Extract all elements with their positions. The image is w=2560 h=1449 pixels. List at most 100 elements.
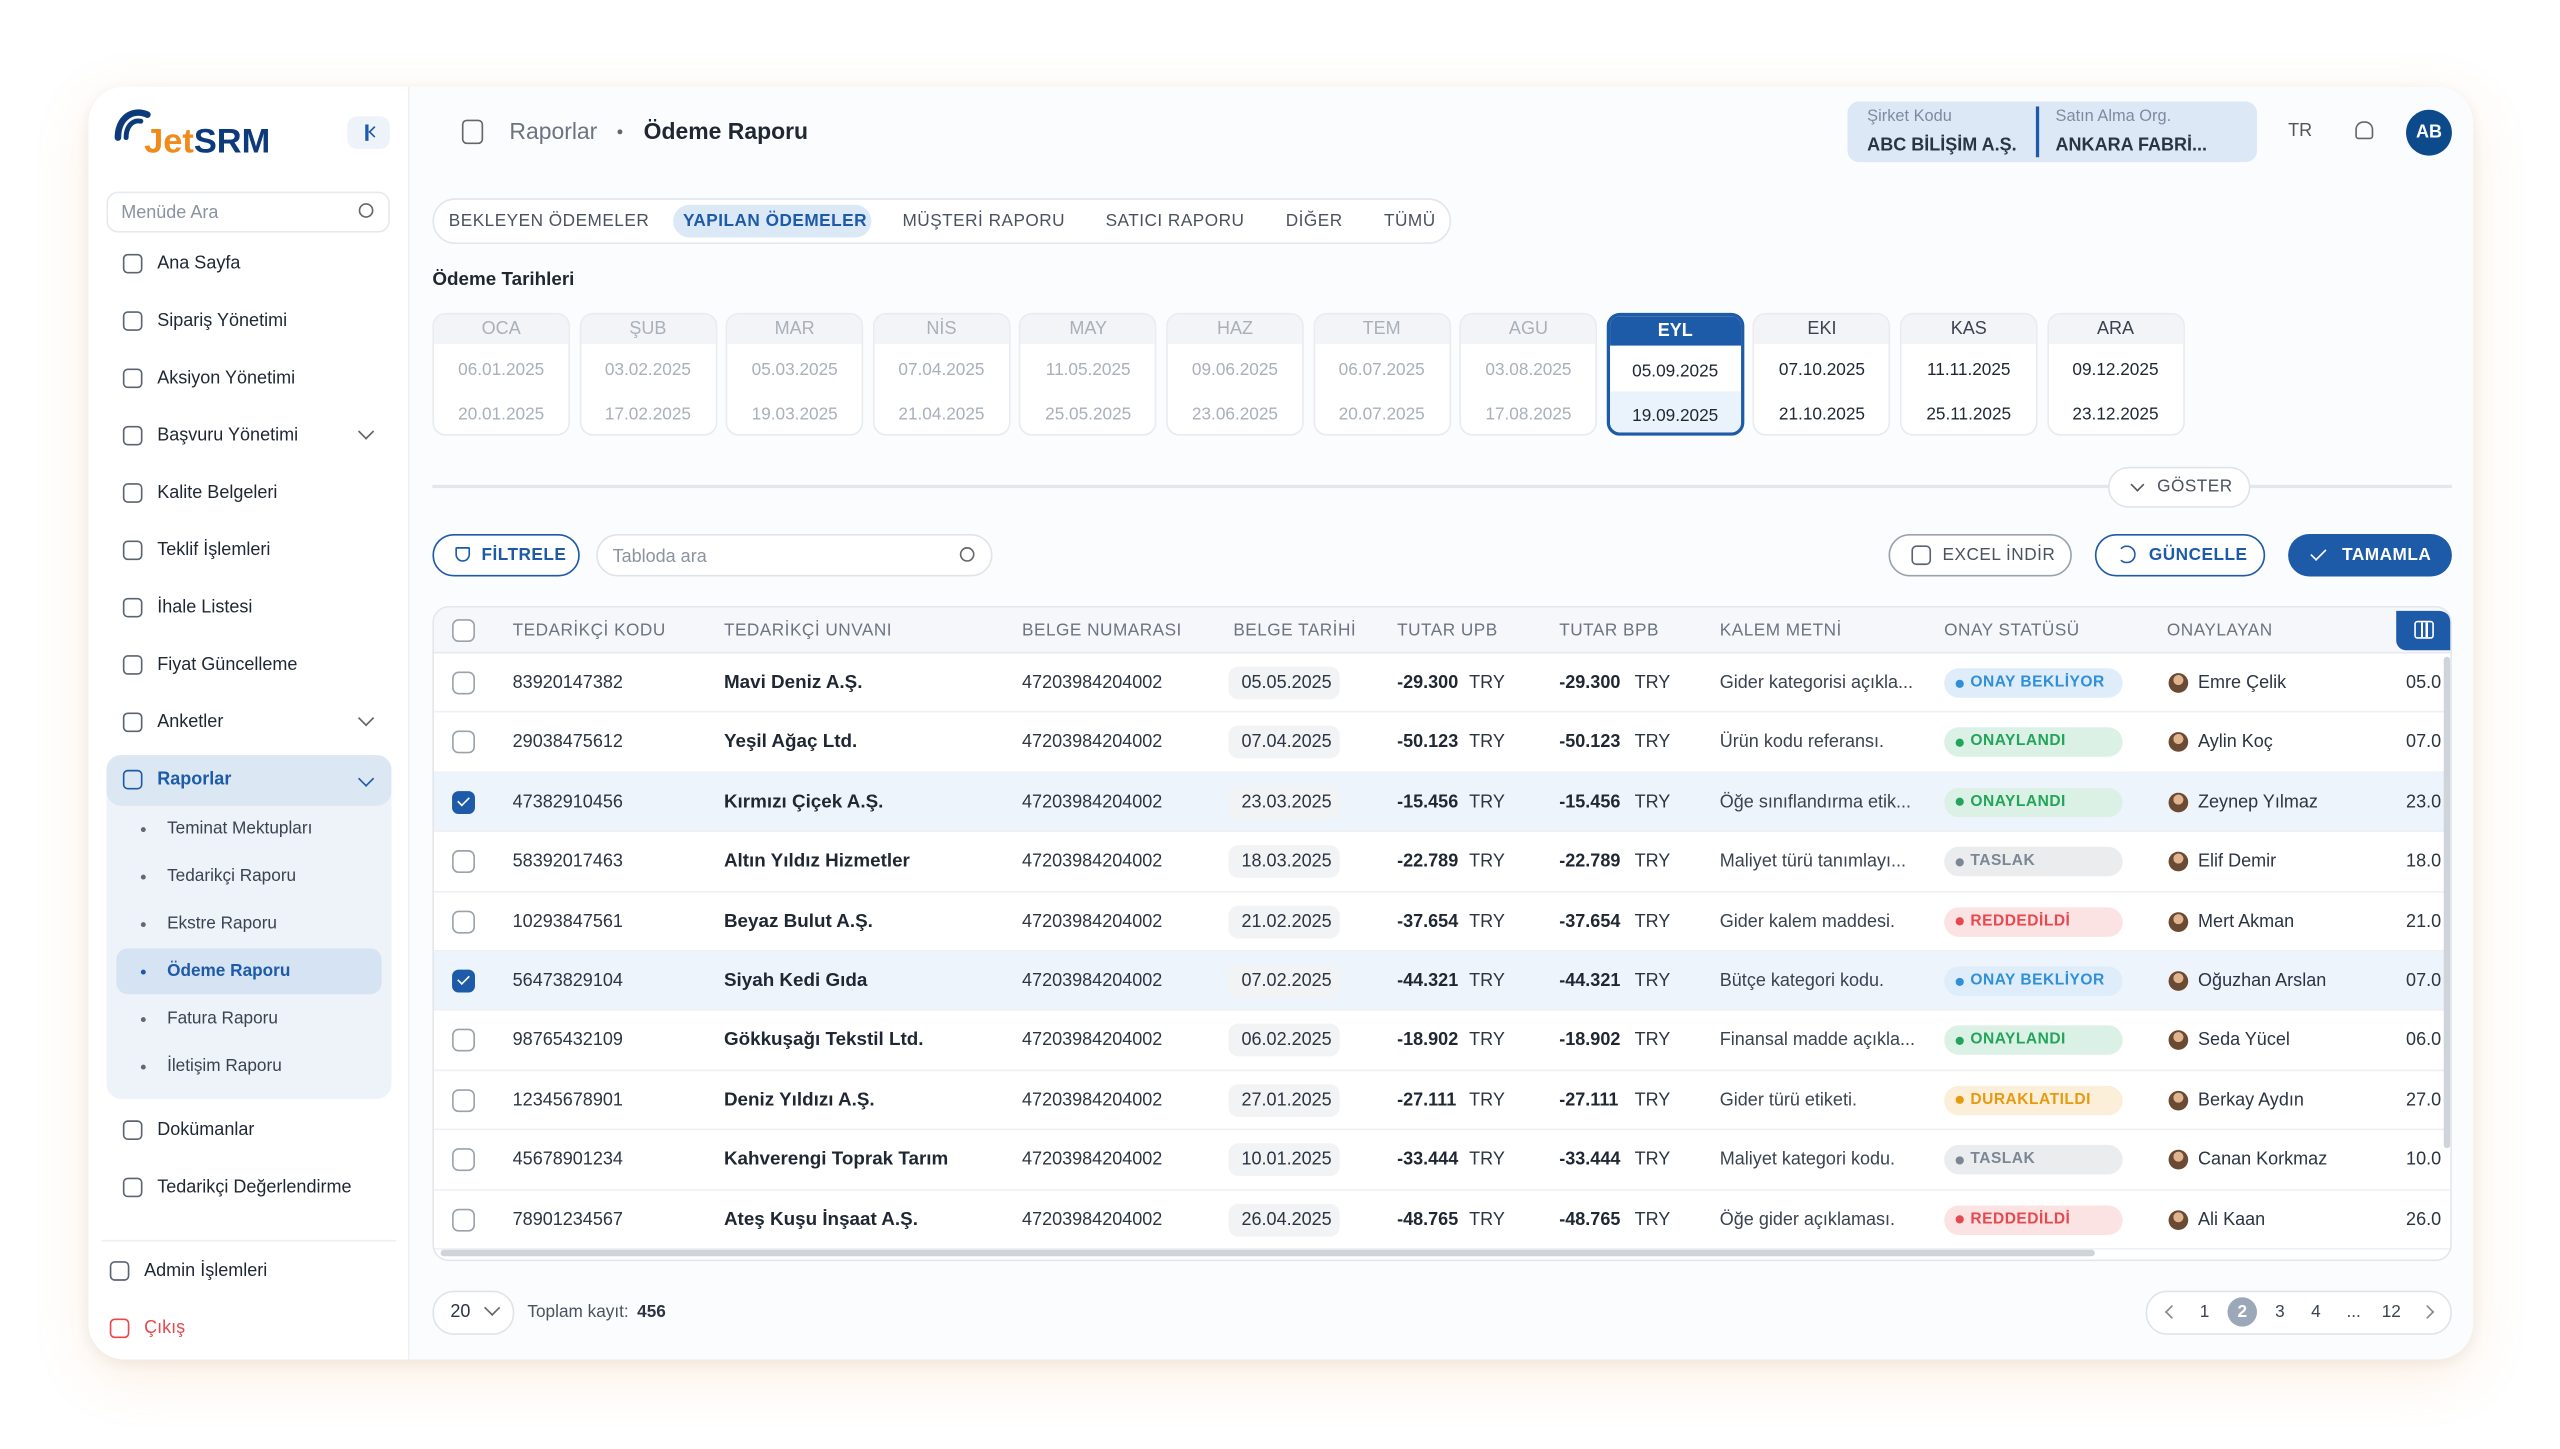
show-button[interactable] <box>2107 466 2251 508</box>
checkbox[interactable] <box>452 671 475 695</box>
breadcrumb-icon <box>461 119 484 145</box>
page-button[interactable]: 2 <box>2227 1297 2257 1327</box>
menu-item[interactable]: Tedarikçi Değerlendirme <box>157 1177 352 1198</box>
tab[interactable]: DİĞER <box>1285 211 1343 231</box>
table-row[interactable]: 58392017463 Altın Yıldız Hizmetler 4720398… <box>434 832 2451 892</box>
pagination <box>2145 1290 2452 1335</box>
table-search[interactable]: Tabloda ara <box>596 533 993 577</box>
checkbox[interactable] <box>452 731 475 755</box>
table-row[interactable]: 45678901234 Kahverengi Toprak Tarım 472039… <box>434 1130 2451 1191</box>
filter-button[interactable] <box>432 533 580 577</box>
vertical-scrollbar[interactable] <box>2443 656 2451 1149</box>
collapse-button[interactable] <box>347 116 390 150</box>
page-size-select[interactable] <box>432 1290 515 1335</box>
month-card[interactable]: EKI 07.10.2025 21.10.2025 <box>1753 312 1891 436</box>
submenu-item[interactable]: Ekstre Raporu <box>167 913 278 934</box>
table-row[interactable]: 98765432109 Gökkuşağı Tekstil Ltd. 4720398… <box>434 1011 2451 1071</box>
submenu-item[interactable]: İletişim Raporu <box>167 1056 282 1077</box>
column-header: ONAY STATÜSÜ <box>1944 620 2080 641</box>
page-button[interactable]: 3 <box>2275 1302 2285 1322</box>
table-row[interactable]: 10293847561 Beyaz Bulut A.Ş. 4720398420400… <box>434 892 2451 952</box>
month-card[interactable]: HAZ 09.06.2025 23.06.2025 <box>1166 312 1304 436</box>
menu-item[interactable]: Fiyat Güncelleme <box>157 655 298 675</box>
date-pill <box>1228 964 1340 998</box>
supplier-code: 83920147382 <box>512 673 623 693</box>
month-card[interactable]: MAY 11.05.2025 25.05.2025 <box>1019 312 1157 436</box>
language[interactable]: TR <box>2288 121 2313 141</box>
horizontal-scrollbar[interactable] <box>440 1249 2095 1257</box>
company-box[interactable] <box>1847 101 2257 163</box>
currency-upb: TRY <box>1469 1150 1505 1170</box>
company-value: ABC BİLİŞİM A.Ş. <box>1867 135 2017 156</box>
page-button[interactable]: 1 <box>2199 1302 2210 1322</box>
checkbox[interactable] <box>452 850 475 874</box>
tab[interactable]: BEKLEYEN ÖDEMELER <box>448 211 650 231</box>
line-text: Finansal madde açıkla... <box>1719 1030 1916 1051</box>
submenu-item[interactable]: Ödeme Raporu <box>167 961 291 982</box>
month-card[interactable]: AGU 03.08.2025 17.08.2025 <box>1459 312 1598 436</box>
table-row[interactable]: 78901234567 Ateş Kuşu İnşaat A.Ş. 47203984… <box>434 1190 2451 1250</box>
month-card[interactable]: NİS 07.04.2025 21.04.2025 <box>872 312 1011 436</box>
month-date: 06.01.2025 <box>458 360 545 380</box>
table-row[interactable]: 12345678901 Deniz Yıldızı A.Ş. 47203984204… <box>434 1071 2451 1131</box>
menu-item[interactable]: Kalite Belgeleri <box>157 483 278 503</box>
excel-button[interactable] <box>1888 533 2072 577</box>
menu-item[interactable]: Teklif İşlemleri <box>157 540 271 561</box>
bottom-menu-item[interactable]: Çıkış <box>144 1318 186 1339</box>
table-row[interactable]: 56473829104 Siyah Kedi Gıda 47203984204002… <box>434 951 2451 1012</box>
bottom-menu-item[interactable]: Admin İşlemleri <box>144 1261 268 1281</box>
table-row[interactable]: 83920147382 Mavi Deniz A.Ş. 47203984204002… <box>434 654 2451 714</box>
month-card[interactable]: EYL 05.09.2025 19.09.2025 <box>1606 312 1745 436</box>
menu-item[interactable]: Raporlar <box>157 769 232 790</box>
month-header: KAS <box>1901 314 2036 344</box>
checkbox[interactable] <box>452 969 475 993</box>
page-button[interactable]: 4 <box>2311 1302 2321 1322</box>
checkbox[interactable] <box>452 1029 475 1053</box>
submenu-item[interactable]: Tedarikçi Raporu <box>167 866 297 887</box>
currency-bpb: TRY <box>1634 1150 1671 1170</box>
menu-search[interactable]: Menüde Ara <box>106 191 390 233</box>
line-text: Öğe gider açıklaması. <box>1719 1209 1896 1230</box>
avatar[interactable]: AB <box>2406 109 2452 156</box>
document-date: 21.02.2025 <box>1241 911 1332 932</box>
checkbox[interactable] <box>452 1208 475 1232</box>
checkbox[interactable] <box>452 909 475 933</box>
page-button[interactable]: ... <box>2346 1302 2361 1322</box>
menu-item-active[interactable] <box>106 755 392 806</box>
menu-item[interactable]: Başvuru Yönetimi <box>157 425 299 446</box>
table-row[interactable]: 47382910456 Kırmızı Çiçek A.Ş. 47203984204… <box>434 772 2451 833</box>
amount-upb: -22.789 <box>1397 852 1459 872</box>
tab[interactable]: MÜŞTERİ RAPORU <box>902 211 1066 231</box>
breadcrumb-parent[interactable]: Raporlar <box>509 117 598 145</box>
month-card[interactable]: ARA 09.12.2025 23.12.2025 <box>2046 312 2185 436</box>
table: TEDARİKÇİ KODU TEDARİKÇİ UNVANI BELGE NUMA… <box>432 606 2452 1262</box>
checkbox[interactable] <box>452 1148 475 1172</box>
tab[interactable]: TÜMÜ <box>1384 211 1436 231</box>
page-button[interactable]: 12 <box>2381 1302 2401 1322</box>
status-dot <box>1955 976 1964 986</box>
month-card[interactable]: ŞUB 03.02.2025 17.02.2025 <box>579 312 717 436</box>
checkbox[interactable] <box>452 1088 475 1112</box>
month-date: 07.10.2025 <box>1778 360 1866 380</box>
month-card[interactable]: KAS 11.11.2025 25.11.2025 <box>1899 312 2038 436</box>
menu-item[interactable]: Ana Sayfa <box>157 253 241 274</box>
submenu-item[interactable]: Teminat Mektupları <box>167 818 313 839</box>
tab[interactable]: SATICI RAPORU <box>1105 211 1245 231</box>
submenu-item-active[interactable] <box>116 948 382 995</box>
month-card[interactable]: MAR 05.03.2025 19.03.2025 <box>725 312 864 436</box>
checkbox[interactable] <box>452 619 475 643</box>
menu-item[interactable]: İhale Listesi <box>157 597 253 618</box>
menu-item[interactable]: Anketler <box>157 712 224 733</box>
menu-item[interactable]: Aksiyon Yönetimi <box>157 368 296 389</box>
month-card[interactable]: OCA 06.01.2025 20.01.2025 <box>432 312 570 436</box>
filter-label: FİLTRELE <box>481 545 567 566</box>
checkbox[interactable] <box>452 790 475 814</box>
menu-item[interactable]: Dokümanlar <box>157 1120 255 1140</box>
table-row[interactable]: 29038475612 Yeşil Ağaç Ltd. 47203984204002… <box>434 713 2451 773</box>
tab[interactable]: YAPILAN ÖDEMELER <box>682 211 868 231</box>
menu-item[interactable]: Sipariş Yönetimi <box>157 311 288 331</box>
submenu-item[interactable]: Fatura Raporu <box>167 1008 278 1029</box>
month-card[interactable]: TEM 06.07.2025 20.07.2025 <box>1312 312 1451 436</box>
complete-button[interactable] <box>2288 533 2452 577</box>
bell[interactable] <box>2355 121 2374 140</box>
